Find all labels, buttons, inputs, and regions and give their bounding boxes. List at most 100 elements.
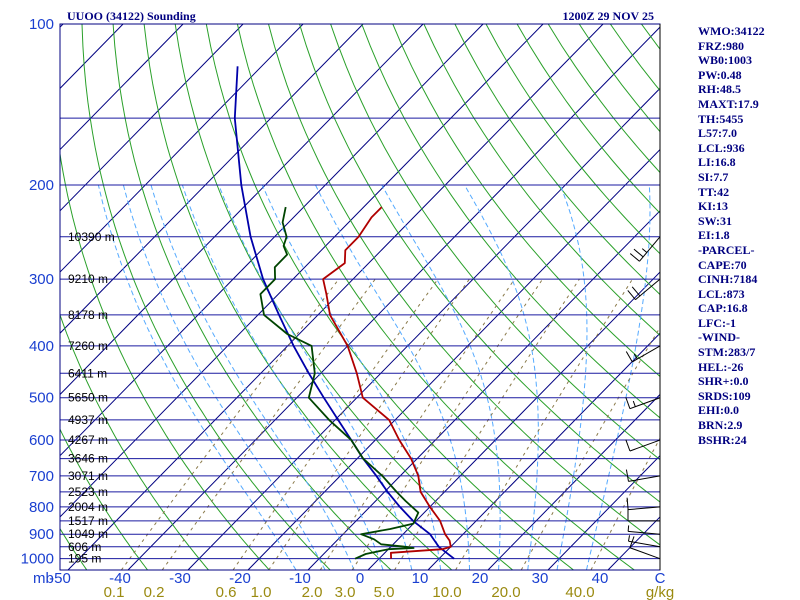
temperature-unit-label: C — [655, 570, 666, 587]
dry-adiabat-line — [299, 24, 660, 503]
wind-barb-shaft — [629, 547, 661, 560]
pressure-tick-label: 900 — [29, 526, 54, 543]
stat-item: WMO:34122 — [698, 24, 765, 38]
temperature-tick-label: -40 — [109, 570, 131, 587]
temperature-tick-label: -30 — [169, 570, 191, 587]
mixing-ratio-line — [120, 278, 340, 570]
isotherm-line — [187, 87, 660, 570]
stat-item: L57:7.0 — [698, 126, 737, 141]
isotherm-line — [60, 24, 484, 457]
mixing-ratio-label: 0.1 — [104, 584, 125, 600]
stat-item: CINH:7184 — [698, 272, 758, 287]
stat-item: STM:283/7 — [698, 345, 756, 360]
wind-barb-shaft — [629, 439, 661, 452]
height-label: 4937 m — [68, 413, 108, 427]
wind-barb-shaft — [628, 506, 661, 511]
mixing-ratio-label: 0.6 — [216, 584, 237, 600]
pressure-tick-label: 500 — [29, 390, 54, 407]
stats-list: WMO:34122 FRZ:980 WB0:1003 PW:0.48 RH:48.5 MA… — [698, 24, 765, 447]
isotherm-line — [60, 24, 364, 334]
stat-item: MAXT:17.9 — [698, 96, 759, 111]
stat-item: BRN:2.9 — [698, 418, 743, 433]
height-label: 3646 m — [68, 452, 108, 466]
moist-adiabat-line — [381, 184, 501, 570]
dry-adiabat-line — [81, 24, 331, 570]
stat-item: TT:42 — [698, 184, 730, 199]
wind-barb-shaft — [628, 540, 661, 548]
isotherm-line — [547, 454, 660, 570]
stat-item: -WIND- — [698, 330, 740, 345]
dry-adiabat-line — [361, 24, 660, 419]
stat-item: -PARCEL- — [698, 242, 755, 257]
wind-barb-flag — [625, 469, 629, 482]
pressure-tick-label: 700 — [29, 468, 54, 485]
moist-adiabat-line — [150, 184, 355, 570]
temperature-tick-label: -10 — [289, 570, 311, 587]
height-label: 2523 m — [68, 485, 108, 499]
pressure-tick-label: 600 — [29, 432, 54, 449]
height-label: 5650 m — [68, 391, 108, 405]
wind-barb-shaft — [639, 236, 661, 262]
wind-barb-flag — [632, 400, 636, 407]
stat-item: CAP:16.8 — [698, 301, 748, 316]
skewt-traces — [233, 66, 455, 560]
height-label: 9210 m — [68, 272, 108, 286]
wind-barb-flag — [627, 525, 630, 532]
dry-adiabat-line — [423, 24, 660, 336]
stat-item: LCL:873 — [698, 286, 745, 301]
temperature-tick-label: 30 — [532, 570, 549, 587]
mixing-ratio-label: 10.0 — [432, 584, 461, 600]
pressure-tick-label: 200 — [29, 177, 54, 194]
stat-item: SW:31 — [698, 213, 733, 228]
wind-barb-flag — [633, 353, 638, 360]
wind-barb-flag — [627, 290, 636, 300]
stat-item: PW:0.48 — [698, 67, 742, 82]
isotherm-line — [60, 24, 244, 212]
isotherm-line — [367, 271, 660, 570]
stat-item: HEL:-26 — [698, 359, 744, 374]
mixing-ratio-line — [232, 278, 439, 570]
dry-adiabat-line — [268, 24, 660, 546]
wind-barb-flag — [633, 248, 644, 258]
moist-adiabat-line — [464, 184, 539, 570]
stat-item: EI:1.8 — [698, 228, 730, 243]
height-label: 2004 m — [68, 500, 108, 514]
mixing-ratio-line — [268, 278, 470, 570]
moist-adiabat-line — [181, 184, 384, 570]
moist-adiabat-line — [315, 184, 471, 570]
isotherm-line — [60, 24, 64, 28]
height-label: 4267 m — [68, 433, 108, 447]
wind-barb-shaft — [632, 345, 661, 363]
temperature-tick-label: 0 — [356, 570, 364, 587]
height-label: 3071 m — [68, 469, 108, 483]
moist-adiabat-line — [556, 184, 588, 570]
stat-item: SI:7.7 — [698, 169, 729, 184]
wind-barb-flag — [625, 439, 631, 452]
mixing-ratio-label: 5.0 — [374, 584, 395, 600]
skewt-grid — [60, 24, 660, 570]
isotherm-line — [67, 24, 604, 570]
isotherm-line — [427, 332, 660, 570]
mixing-ratio-line — [319, 278, 516, 570]
dry-adiabat-line — [112, 24, 392, 570]
mixing-ratio-label: 0.2 — [144, 584, 165, 600]
pressure-tick-label: 100 — [29, 16, 54, 33]
temperature-tick-label: -20 — [229, 570, 251, 587]
moist-adiabat-line — [218, 184, 413, 570]
wind-barb-flag — [627, 535, 631, 542]
mixing-ratio-line — [161, 278, 376, 570]
height-label: 606 m — [68, 540, 101, 554]
stat-item: TH:5455 — [698, 111, 744, 126]
temperature-tick-label: 20 — [472, 570, 489, 587]
dewpoint-trace — [259, 206, 420, 560]
dry-adiabat-line — [143, 24, 453, 570]
height-label: 7260 m — [68, 339, 108, 353]
isotherm-line — [60, 24, 544, 518]
stat-item: RH:48.5 — [698, 82, 741, 97]
stat-item: EHI:0.0 — [698, 403, 740, 418]
moist-adiabat-line — [585, 184, 651, 570]
mixing-ratio-unit-label: g/kg — [646, 584, 674, 600]
moist-adiabat-line — [261, 184, 442, 570]
dry-adiabat-line — [392, 24, 660, 378]
